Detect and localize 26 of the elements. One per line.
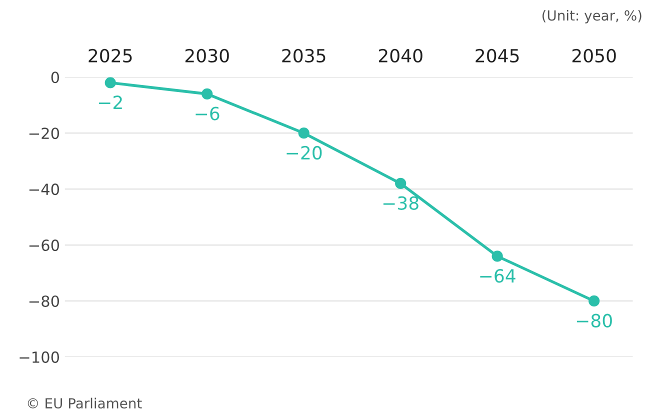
- data-label: −2: [98, 96, 122, 109]
- text: © EU Parliament: [28, 398, 142, 409]
- y-tick-label: −20: [29, 128, 60, 140]
- data-label: −6: [196, 106, 220, 120]
- y-tick-label: −80: [29, 295, 60, 308]
- x-tick-label: 2035: [282, 48, 326, 63]
- x-tick-label: 2050: [572, 48, 616, 63]
- data-label: −80: [576, 314, 612, 328]
- y-tick-label: −100: [20, 351, 60, 363]
- x-tick-label: 2030: [185, 48, 229, 63]
- x-tick-label: 2045: [476, 48, 519, 63]
- y-tick-label: 0: [51, 72, 60, 84]
- point: [298, 128, 310, 139]
- point: [588, 295, 600, 307]
- x-tick-label: 2040: [378, 48, 422, 63]
- data-label: −64: [480, 269, 516, 283]
- y-tick-label: −60: [29, 239, 60, 252]
- point: [492, 250, 503, 262]
- y-tick-label: −40: [29, 184, 60, 196]
- point: [202, 88, 213, 100]
- x-tick-label: 2025: [88, 48, 132, 63]
- point: [104, 77, 116, 88]
- point: [395, 178, 406, 190]
- text: (Unit: year, %): [542, 10, 642, 24]
- data-label: −38: [383, 196, 418, 210]
- data-label: −20: [286, 146, 322, 160]
